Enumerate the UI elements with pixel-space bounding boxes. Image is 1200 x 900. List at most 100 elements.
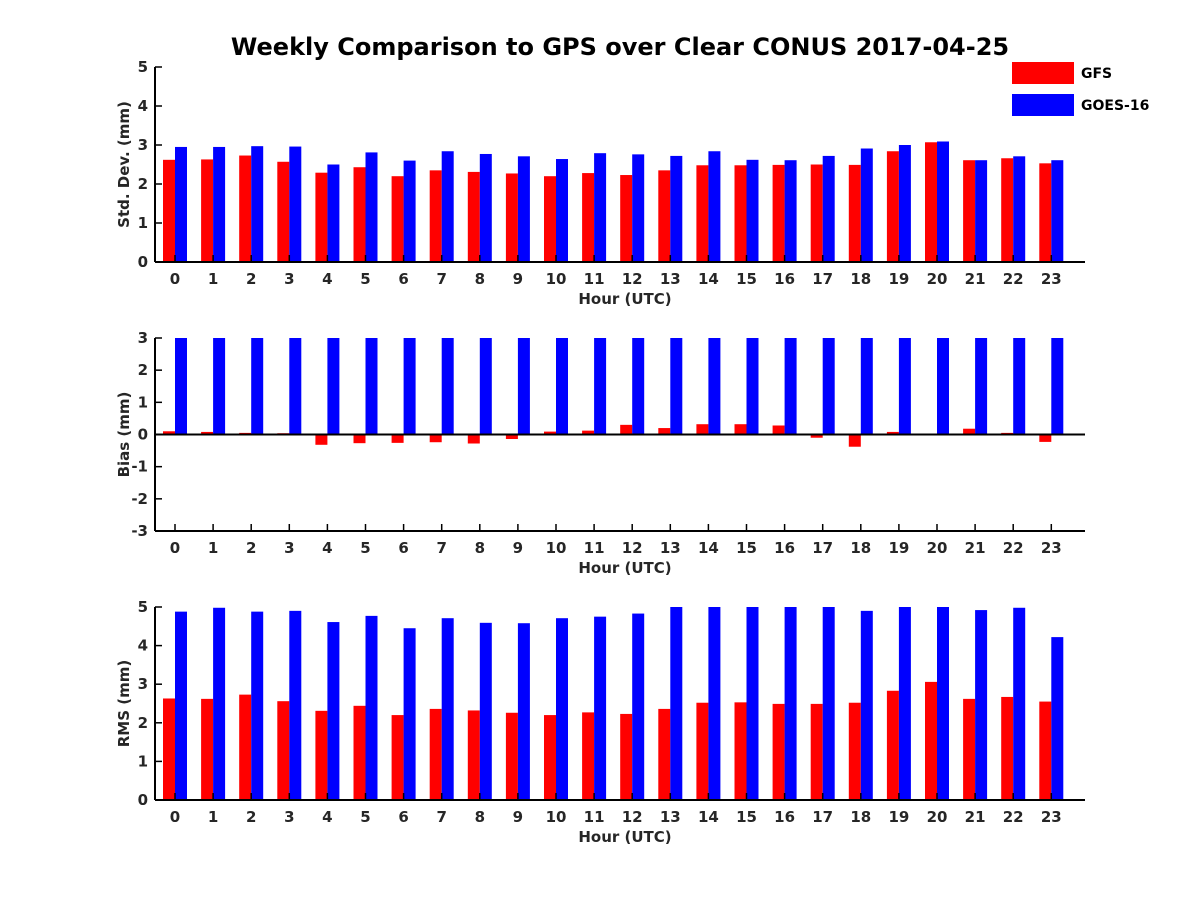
x-tick-label: 7: [436, 539, 446, 557]
x-tick-label: 6: [398, 270, 408, 288]
x-tick-label: 7: [436, 270, 446, 288]
x-tick-label: 22: [1003, 539, 1024, 557]
x-tick-label: 17: [812, 539, 833, 557]
x-tick-label: 18: [850, 539, 871, 557]
bar-goes-16-14: [708, 151, 721, 262]
bar-gfs-14: [696, 165, 709, 262]
chart-title: Weekly Comparison to GPS over Clear CONU…: [231, 33, 1009, 61]
bar-gfs-1: [201, 159, 214, 262]
x-tick-label: 1: [208, 808, 218, 826]
bar-gfs-13: [658, 428, 671, 435]
bar-goes-16-6: [403, 338, 416, 435]
y-tick-label: 5: [138, 598, 148, 616]
y-tick-label: 3: [138, 136, 148, 154]
x-tick-label: 20: [927, 808, 948, 826]
x-tick-label: 3: [284, 808, 294, 826]
x-axis-label: Hour (UTC): [578, 559, 671, 577]
x-axis-label: Hour (UTC): [578, 828, 671, 846]
bar-gfs-17: [810, 703, 823, 800]
x-tick-label: 15: [736, 539, 757, 557]
bar-gfs-13: [658, 170, 671, 262]
bar-goes-16-22: [1013, 607, 1026, 800]
bar-gfs-12: [620, 424, 633, 435]
bar-goes-16-8: [479, 338, 492, 435]
x-tick-label: 14: [698, 808, 719, 826]
bar-goes-16-12: [632, 338, 645, 435]
bar-goes-16-2: [251, 611, 264, 800]
bar-goes-16-16: [784, 160, 797, 262]
bar-gfs-23: [1039, 163, 1052, 262]
bar-goes-16-13: [670, 155, 683, 262]
y-tick-label: 1: [138, 214, 148, 232]
x-tick-label: 0: [170, 539, 180, 557]
bar-goes-16-10: [556, 618, 568, 800]
y-tick-label: 2: [138, 714, 148, 732]
x-tick-label: 0: [170, 808, 180, 826]
x-tick-label: 8: [475, 808, 485, 826]
bar-gfs-8: [467, 434, 480, 444]
bar-gfs-15: [734, 165, 747, 262]
bar-goes-16-13: [670, 338, 683, 435]
bar-goes-16-6: [403, 160, 416, 262]
x-tick-label: 11: [584, 270, 605, 288]
x-tick-label: 7: [436, 808, 446, 826]
bar-goes-16-18: [860, 338, 873, 435]
bar-gfs-4: [315, 434, 328, 445]
bar-goes-16-21: [975, 610, 988, 800]
bar-goes-16-17: [822, 607, 835, 800]
bar-goes-16-1: [213, 338, 226, 435]
bar-gfs-18: [848, 164, 861, 262]
bar-gfs-18: [848, 702, 861, 800]
bar-goes-16-15: [746, 159, 759, 262]
x-tick-label: 4: [322, 539, 332, 557]
x-tick-label: 19: [888, 808, 909, 826]
x-tick-label: 4: [322, 270, 332, 288]
bar-gfs-17: [810, 164, 823, 262]
bar-goes-16-5: [365, 615, 378, 800]
bar-gfs-10: [544, 715, 556, 800]
x-tick-label: 18: [850, 270, 871, 288]
bar-gfs-3: [277, 161, 290, 262]
y-tick-label: 0: [138, 253, 148, 271]
subplot-2: 0 1 2 3 4 5 6 7 8 9 10 11 12 13 14 15 16 17 18 19 20 21 22 23-3…: [115, 329, 1085, 577]
bar-goes-16-21: [975, 338, 988, 435]
bar-goes-16-8: [479, 622, 492, 800]
bar-gfs-11: [582, 430, 595, 435]
x-tick-label: 10: [546, 808, 567, 826]
bar-gfs-8: [467, 171, 480, 262]
bar-goes-16-22: [1013, 338, 1026, 435]
bar-gfs-11: [582, 712, 595, 800]
x-tick-label: 18: [850, 808, 871, 826]
bar-gfs-0: [163, 431, 175, 435]
y-tick-label: 3: [138, 329, 148, 347]
x-tick-label: 2: [246, 270, 256, 288]
bar-gfs-21: [963, 428, 976, 435]
x-tick-label: 3: [284, 539, 294, 557]
bar-goes-16-14: [708, 607, 721, 800]
bar-goes-16-12: [632, 154, 645, 262]
x-tick-label: 16: [774, 539, 795, 557]
x-tick-label: 5: [360, 808, 370, 826]
bar-gfs-9: [505, 712, 518, 800]
x-tick-label: 21: [965, 539, 986, 557]
bar-gfs-16: [772, 164, 785, 262]
x-tick-label: 5: [360, 539, 370, 557]
bar-goes-16-9: [517, 156, 530, 262]
x-tick-label: 13: [660, 808, 681, 826]
x-axis-label: Hour (UTC): [578, 290, 671, 308]
bar-gfs-14: [696, 424, 709, 435]
bar-goes-16-15: [746, 607, 759, 800]
bar-gfs-18: [848, 434, 861, 447]
subplot-1: 0 1 2 3 4 5 6 7 8 9 10 11 12 13 14 15 16 17 18 19 20 21 22 2301…: [115, 58, 1085, 308]
bar-goes-16-8: [479, 153, 492, 262]
x-tick-label: 1: [208, 539, 218, 557]
x-tick-label: 9: [513, 539, 523, 557]
bar-goes-16-18: [860, 610, 873, 800]
bar-gfs-20: [925, 142, 937, 262]
bar-goes-16-22: [1013, 156, 1026, 262]
bar-goes-16-7: [441, 338, 454, 435]
bar-gfs-12: [620, 175, 633, 262]
bar-gfs-4: [315, 172, 328, 262]
bar-goes-16-23: [1051, 338, 1064, 435]
y-tick-label: 5: [138, 58, 148, 76]
